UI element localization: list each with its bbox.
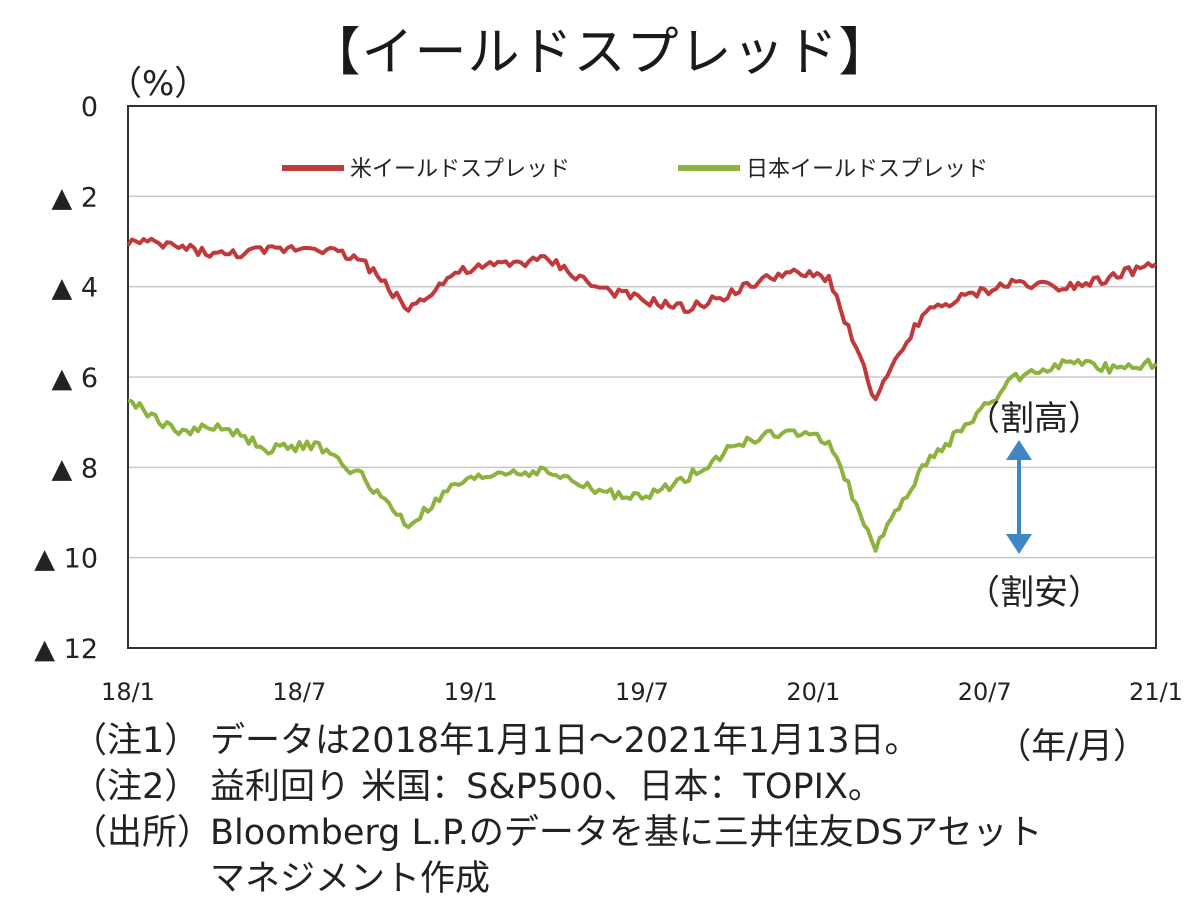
annotation-layer: （割高） （割安） (966, 399, 1102, 613)
x-axis-ticks: 18/1 18/7 19/1 19/7 20/1 20/7 21/1 (101, 678, 1183, 706)
annotation-overvalued: （割高） (966, 399, 1102, 439)
note-2-text: 益利回り 米国：S&P500、日本：TOPIX。 (210, 767, 883, 807)
y-tick-label: ▲ 12 (34, 634, 98, 665)
series-line (126, 236, 1158, 402)
x-tick-label: 19/1 (444, 678, 498, 706)
plot-frame (127, 105, 1157, 649)
source-text-continued: マネジメント作成 (210, 859, 491, 899)
source-note-continued: マネジメント作成 (72, 856, 1192, 902)
y-tick-label: ▲ 10 (34, 544, 98, 575)
legend: 米イールドスプレッド 日本イールドスプレッド (282, 157, 988, 182)
series-layer (126, 236, 1158, 553)
chart-title: 【イールドスプレッド】 (308, 23, 892, 83)
grid-lines (128, 195, 1156, 559)
y-tick-label: ▲ 2 (51, 182, 98, 213)
note-2-tag: （注2） (72, 767, 200, 807)
arrow-head-up (1006, 440, 1032, 460)
y-tick-label: 0 (81, 92, 98, 123)
series-line (127, 357, 1158, 553)
legend-label: 米イールドスプレッド (350, 157, 570, 182)
source-tag: （出所） (72, 813, 213, 853)
y-axis-ticks: 0 ▲ 2 ▲ 4 ▲ 6 ▲ 8 ▲ 10 ▲ 12 (34, 92, 98, 665)
y-axis-unit-label: （%） (108, 64, 209, 104)
note-1-tag: （注1） (72, 721, 200, 761)
footnotes: （注1） データは2018年1月1日～2021年1月13日。 （注2） 益利回り 米… (72, 718, 1192, 902)
annotation-undervalued: （割安） (966, 573, 1102, 613)
note-2: （注2） 益利回り 米国：S&P500、日本：TOPIX。 (72, 764, 1192, 810)
y-tick-label: ▲ 8 (51, 453, 98, 484)
y-tick-label: ▲ 4 (51, 273, 98, 304)
x-tick-label: 20/7 (958, 678, 1012, 706)
y-tick-label: ▲ 6 (51, 363, 98, 394)
source-text: Bloomberg L.P.のデータを基に三井住友DSアセット (210, 813, 1043, 853)
note-1-text: データは2018年1月1日～2021年1月13日。 (210, 721, 920, 761)
x-tick-label: 18/1 (101, 678, 155, 706)
legend-label: 日本イールドスプレッド (746, 157, 988, 182)
x-tick-label: 21/1 (1129, 678, 1183, 706)
source-note: （出所）Bloomberg L.P.のデータを基に三井住友DSアセット (72, 810, 1192, 856)
x-tick-label: 19/7 (615, 678, 669, 706)
arrow-head-down (1006, 534, 1032, 554)
x-tick-label: 20/1 (786, 678, 840, 706)
note-1: （注1） データは2018年1月1日～2021年1月13日。 (72, 718, 1192, 764)
x-axis-unit-label: （年/月） (996, 727, 1148, 767)
x-tick-label: 18/7 (272, 678, 326, 706)
